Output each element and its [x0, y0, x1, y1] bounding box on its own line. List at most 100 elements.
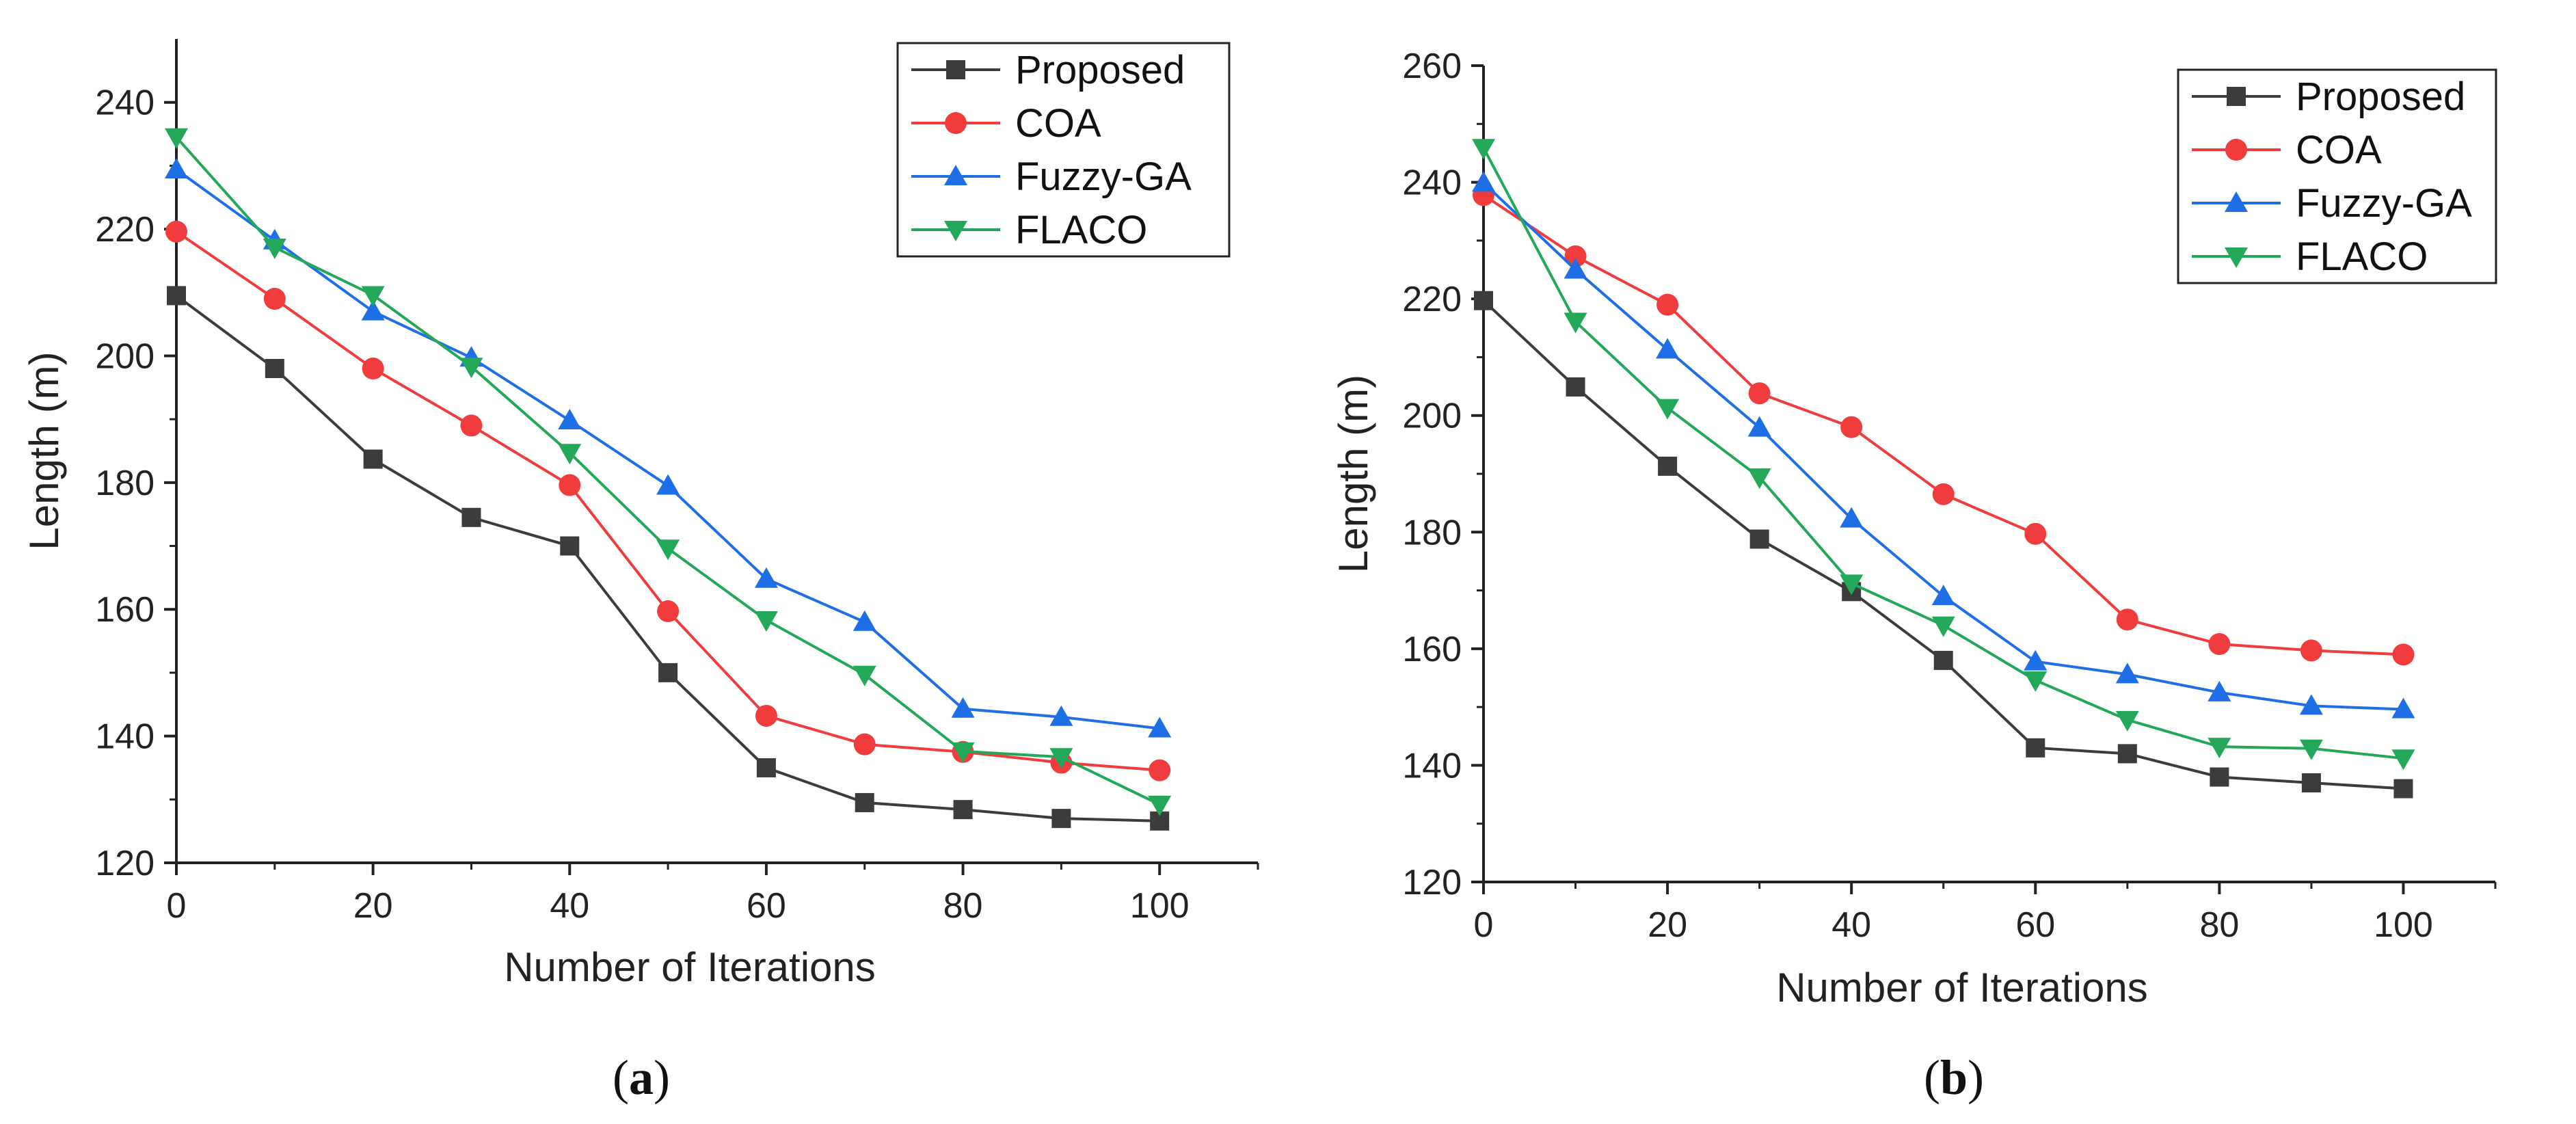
data-point — [658, 663, 678, 682]
panel-caption: (a) — [613, 1050, 670, 1105]
data-point — [1656, 338, 1680, 359]
data-point — [1566, 377, 1585, 397]
legend-label: Proposed — [2296, 75, 2465, 119]
data-point — [263, 288, 286, 310]
data-point — [1747, 416, 1771, 437]
data-point — [1472, 139, 1495, 160]
data-point — [1840, 416, 1863, 438]
series-flaco — [1472, 139, 2415, 771]
legend-label: Fuzzy-GA — [2296, 181, 2472, 226]
x-axis-title: Number of Iterations — [504, 944, 876, 990]
data-point — [2208, 738, 2231, 759]
series-proposed — [1474, 291, 2413, 799]
data-point — [853, 733, 876, 755]
y-tick-label: 220 — [95, 210, 155, 250]
chart-panel-b: 120 140 160 180 200 220 240 260 0 20 40 60 80 100 Numb… — [1330, 46, 2497, 1105]
y-tick-label: 180 — [95, 464, 155, 503]
y-tick-label: 240 — [95, 83, 155, 123]
data-point — [2208, 680, 2231, 701]
panel-letter: a — [629, 1050, 654, 1105]
chart-panel-a: 120 140 160 180 200 220 240 0 20 40 60 80 100 Number … — [21, 39, 1259, 1105]
y-axis-title: Length (m) — [1330, 375, 1376, 573]
data-point — [1656, 399, 1680, 420]
data-point — [755, 704, 777, 727]
data-point — [2115, 663, 2139, 684]
data-point — [263, 238, 286, 259]
data-point — [2208, 633, 2231, 656]
y-tick-label: 120 — [95, 844, 155, 883]
data-point — [853, 610, 876, 631]
panel-caption: (b) — [1924, 1050, 1984, 1105]
data-point — [1931, 585, 1955, 606]
data-point — [756, 758, 776, 777]
data-point — [2299, 739, 2323, 760]
data-point — [1658, 456, 1678, 476]
data-point — [2300, 639, 2322, 662]
legend-label: FLACO — [2296, 235, 2428, 279]
data-point — [558, 409, 582, 430]
data-point — [1564, 245, 1587, 267]
x-tick-label: 60 — [2015, 905, 2055, 945]
data-point — [2116, 608, 2138, 631]
y-axis-title: Length (m) — [21, 351, 67, 550]
x-tick-label: 100 — [1130, 886, 1190, 926]
x-tick-label: 40 — [550, 886, 589, 926]
x-tick-label: 60 — [747, 886, 786, 926]
legend-swatch-marker — [946, 60, 965, 79]
data-point — [361, 299, 385, 321]
data-point — [951, 742, 975, 763]
data-point — [1748, 382, 1771, 405]
series-flaco — [165, 128, 1172, 816]
series-line — [1482, 299, 2404, 790]
data-point — [2391, 749, 2415, 771]
data-point — [167, 286, 186, 306]
data-point — [2393, 779, 2413, 799]
data-point — [754, 567, 778, 588]
y-tick-label: 240 — [1402, 163, 1462, 203]
data-point — [953, 800, 973, 820]
data-point — [951, 697, 975, 718]
data-point — [165, 157, 188, 178]
x-tick-label: 100 — [2374, 905, 2433, 945]
data-point — [656, 539, 680, 561]
data-point — [1932, 483, 1955, 505]
data-point — [657, 600, 680, 623]
x-tick-label: 40 — [1832, 905, 1871, 945]
data-point — [853, 665, 876, 686]
x-tick-label: 80 — [943, 886, 983, 926]
x-tick-label: 20 — [1648, 905, 1687, 945]
data-point — [461, 507, 481, 527]
legend-swatch-marker — [2225, 139, 2247, 161]
y-tick-label: 140 — [95, 717, 155, 757]
data-point — [460, 414, 483, 437]
data-point — [560, 536, 580, 556]
y-tick-label: 120 — [1402, 863, 1462, 902]
data-point — [754, 611, 778, 632]
y-tick-label: 180 — [1402, 513, 1462, 552]
data-point — [363, 449, 383, 469]
data-point — [2391, 697, 2415, 719]
x-tick-label: 80 — [2199, 905, 2239, 945]
data-point — [656, 474, 680, 495]
data-point — [1747, 468, 1771, 490]
data-point — [1840, 507, 1864, 528]
data-point — [558, 444, 582, 465]
series-line — [175, 230, 1160, 772]
data-point — [2301, 773, 2321, 793]
data-point — [855, 792, 874, 812]
series-coa — [165, 220, 1171, 781]
legend-swatch-marker — [2225, 191, 2248, 212]
y-tick-label: 200 — [1402, 397, 1462, 436]
data-point — [1148, 717, 1172, 738]
data-point — [1049, 748, 1073, 769]
data-point — [362, 358, 384, 379]
legend-swatch-marker — [944, 165, 967, 185]
legend-swatch-marker — [2227, 87, 2246, 106]
data-point — [559, 474, 581, 496]
data-point — [361, 286, 385, 307]
data-point — [165, 220, 187, 243]
series-fuzzy-ga — [165, 157, 1172, 738]
data-point — [1749, 529, 1769, 549]
data-point — [2115, 710, 2139, 732]
legend-swatch-marker — [944, 221, 967, 241]
